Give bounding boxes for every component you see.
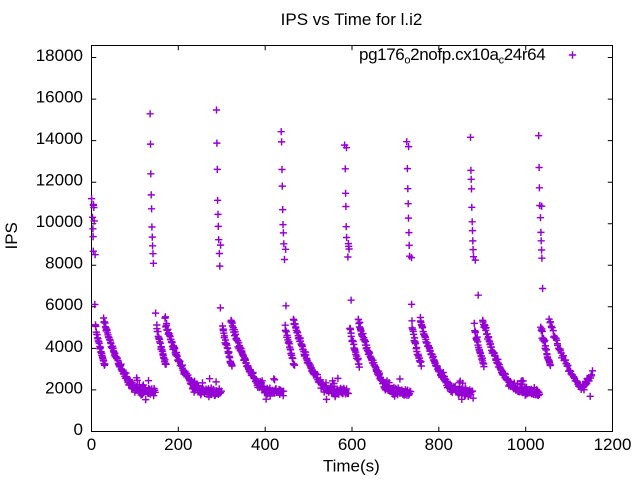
svg-text:12000: 12000 [36,171,83,190]
svg-text:0: 0 [87,435,96,454]
svg-text:IPS: IPS [2,222,21,249]
svg-text:IPS vs Time for l.i2: IPS vs Time for l.i2 [281,10,423,29]
svg-text:10000: 10000 [36,212,83,231]
svg-text:Time(s): Time(s) [323,457,380,476]
svg-text:1000: 1000 [507,435,545,454]
svg-text:1200: 1200 [594,435,632,454]
svg-text:16000: 16000 [36,88,83,107]
svg-text:8000: 8000 [45,254,83,273]
svg-text:4000: 4000 [45,337,83,356]
svg-text:18000: 18000 [36,46,83,65]
svg-text:200: 200 [164,435,192,454]
svg-text:0: 0 [74,420,83,439]
svg-text:6000: 6000 [45,295,83,314]
svg-text:2000: 2000 [45,378,83,397]
svg-text:800: 800 [425,435,453,454]
svg-text:14000: 14000 [36,129,83,148]
svg-text:400: 400 [251,435,279,454]
svg-text:pg176o2nofp.cx10ac24r64: pg176o2nofp.cx10ac24r64 [359,45,545,67]
svg-text:600: 600 [338,435,366,454]
